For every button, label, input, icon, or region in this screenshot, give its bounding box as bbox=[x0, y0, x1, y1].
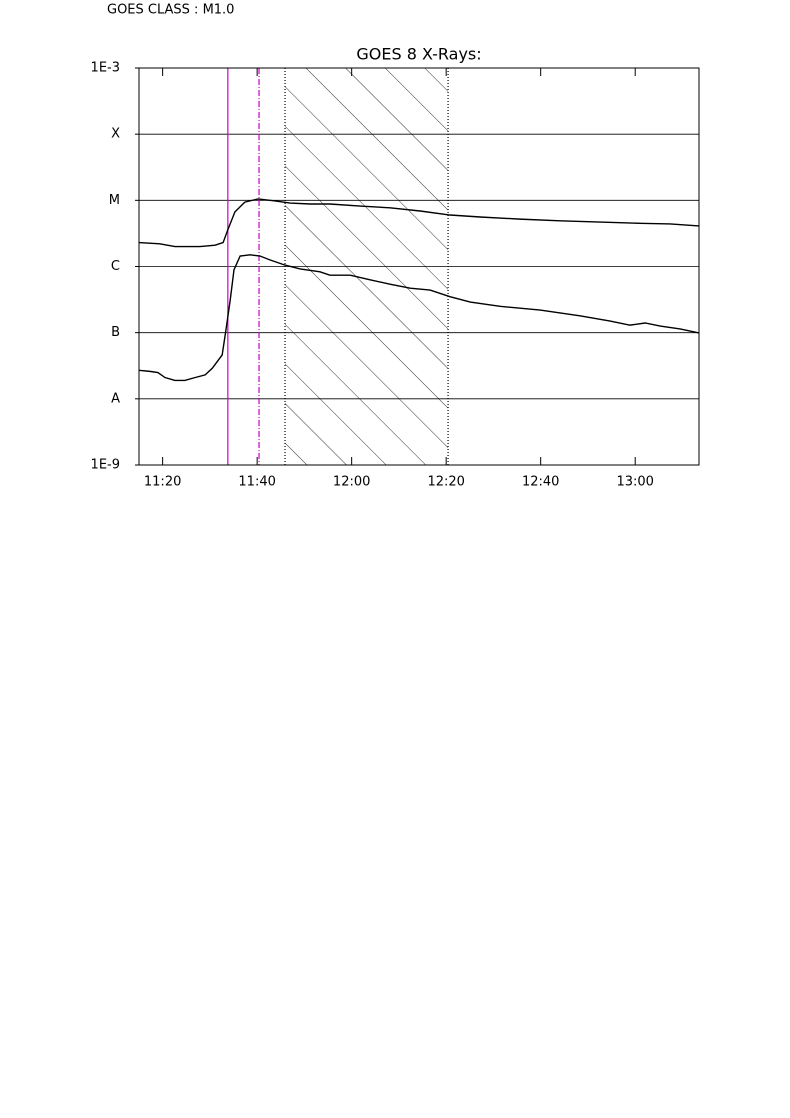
y-tick-label: M bbox=[109, 193, 120, 208]
x-tick-label: 11:40 bbox=[238, 475, 275, 490]
plot-frame bbox=[138, 67, 700, 466]
x-tick-label: 12:40 bbox=[522, 475, 559, 490]
y-tick-label: 1E-9 bbox=[91, 458, 120, 473]
chart-title: GOES 8 X-Rays: bbox=[356, 45, 481, 64]
x-tick-label: 12:00 bbox=[333, 475, 370, 490]
y-tick-label: A bbox=[111, 391, 120, 406]
goes-class: GOES CLASS : M1.0 bbox=[107, 3, 234, 18]
series-line bbox=[138, 198, 700, 248]
y-tick-label: X bbox=[111, 127, 120, 142]
x-tick-label: 12:20 bbox=[427, 475, 464, 490]
y-tick-label: C bbox=[111, 259, 120, 274]
series-line bbox=[138, 254, 700, 382]
x-tick-label: 11:20 bbox=[144, 475, 181, 490]
x-tick-label: 13:00 bbox=[616, 475, 653, 490]
y-tick-label: 1E-3 bbox=[91, 61, 120, 76]
y-tick-label: B bbox=[111, 325, 120, 340]
